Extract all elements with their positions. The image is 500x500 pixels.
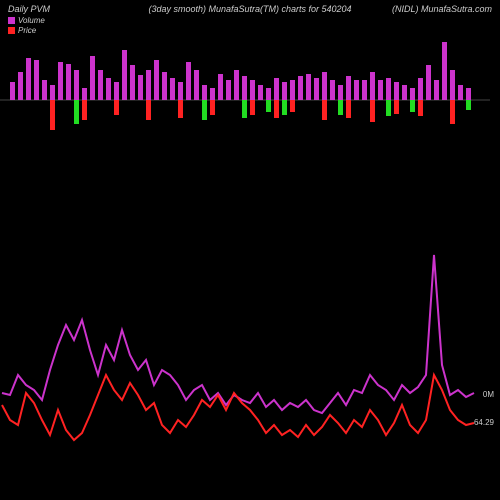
price-line-chart [0, 175, 490, 495]
volume-end-label: 0M [483, 390, 494, 399]
volume-bar-chart [0, 40, 490, 160]
title-right: (NIDL) MunafaSutra.com [392, 4, 492, 14]
legend: Volume Price [8, 16, 45, 36]
legend-label-volume: Volume [18, 16, 45, 25]
title-center: (3day smooth) MunafaSutra(TM) charts for… [148, 4, 351, 14]
price-end-label: 64.29 [474, 418, 494, 427]
volume-swatch [8, 17, 15, 24]
legend-label-price: Price [18, 26, 36, 35]
chart-header: Daily PVM (3day smooth) MunafaSutra(TM) … [0, 4, 500, 34]
price-swatch [8, 27, 15, 34]
legend-item-volume: Volume [8, 16, 45, 25]
title-left: Daily PVM [8, 4, 50, 14]
legend-item-price: Price [8, 26, 45, 35]
